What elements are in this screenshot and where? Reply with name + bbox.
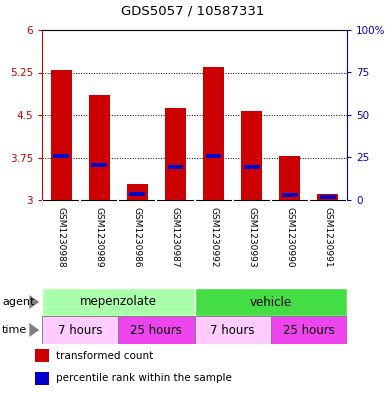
- Bar: [280, 156, 300, 200]
- Bar: [89, 95, 110, 200]
- Text: GSM1230988: GSM1230988: [57, 207, 65, 268]
- Bar: [35, 372, 49, 384]
- Bar: [42, 288, 194, 316]
- Text: agent: agent: [2, 297, 34, 307]
- Bar: [203, 67, 224, 200]
- Bar: [129, 192, 145, 196]
- Bar: [35, 349, 49, 362]
- Bar: [53, 154, 69, 158]
- Bar: [241, 111, 262, 200]
- Text: vehicle: vehicle: [250, 296, 292, 309]
- Text: GSM1230987: GSM1230987: [171, 207, 180, 268]
- Text: GSM1230986: GSM1230986: [133, 207, 142, 268]
- Text: transformed count: transformed count: [55, 351, 153, 361]
- Bar: [127, 184, 148, 200]
- Text: 25 hours: 25 hours: [131, 323, 182, 336]
- Bar: [118, 316, 194, 344]
- Text: GSM1230991: GSM1230991: [323, 207, 332, 268]
- Text: GSM1230990: GSM1230990: [285, 207, 294, 268]
- Bar: [318, 194, 338, 200]
- Bar: [50, 70, 72, 200]
- Bar: [244, 165, 259, 169]
- Bar: [206, 154, 221, 158]
- Bar: [91, 163, 107, 167]
- Text: GSM1230992: GSM1230992: [209, 207, 218, 268]
- Text: 7 hours: 7 hours: [58, 323, 102, 336]
- Text: GDS5057 / 10587331: GDS5057 / 10587331: [121, 4, 264, 17]
- Bar: [194, 288, 347, 316]
- Bar: [282, 193, 298, 197]
- Text: GSM1230989: GSM1230989: [95, 207, 104, 268]
- Text: mepenzolate: mepenzolate: [80, 296, 157, 309]
- Text: 7 hours: 7 hours: [210, 323, 255, 336]
- Bar: [167, 165, 183, 169]
- Text: GSM1230993: GSM1230993: [247, 207, 256, 268]
- Polygon shape: [29, 323, 39, 337]
- Bar: [194, 316, 271, 344]
- Polygon shape: [29, 295, 39, 309]
- Bar: [271, 316, 347, 344]
- Text: time: time: [2, 325, 27, 335]
- Bar: [42, 316, 118, 344]
- Text: 25 hours: 25 hours: [283, 323, 335, 336]
- Bar: [165, 108, 186, 200]
- Text: percentile rank within the sample: percentile rank within the sample: [55, 373, 231, 383]
- Bar: [320, 195, 336, 198]
